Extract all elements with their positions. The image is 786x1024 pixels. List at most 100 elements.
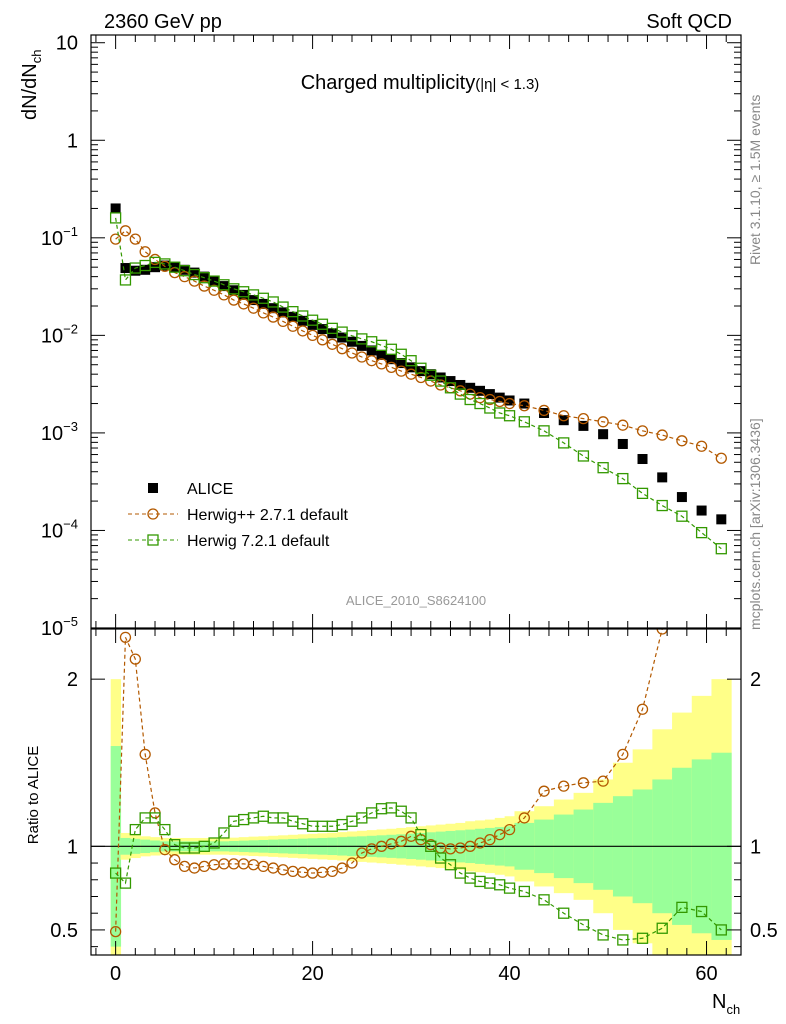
- x-axis-label-main: N: [712, 991, 726, 1013]
- y-tick-label: 10−3: [41, 419, 78, 445]
- herwig7-ratio-point: [676, 901, 688, 914]
- mcplots-label: mcplots.cern.ch [arXiv:1306.3436]: [747, 418, 763, 630]
- herwigpp-ratio-point: [139, 748, 151, 761]
- legend-marker-herwig7: [147, 534, 159, 546]
- y-tick-label: 10−5: [41, 614, 78, 640]
- lower-panel: 0 20 40 60 0.5 0.5 1 1 2 2 Ratio to ALICE Nch: [25, 628, 778, 1017]
- main-title-text: Charged multiplicity: [301, 72, 476, 94]
- herwig7-ratio-point: [715, 924, 727, 936]
- rivet-version-label: Rivet 3.1.10, ≥ 1.5M events: [747, 95, 763, 265]
- herwig7-ratio-point: [405, 812, 417, 824]
- herwigpp-point: [129, 233, 141, 245]
- alice-point: [366, 345, 377, 356]
- herwig7-point: [617, 472, 629, 485]
- alice-point: [228, 285, 239, 296]
- x-tick-label: 40: [498, 963, 520, 985]
- alice-point: [268, 303, 279, 314]
- herwig7-ratio-point: [208, 837, 220, 849]
- alice-point: [199, 271, 210, 282]
- upper-panel: 10 1 10−1 10−2 10−3 10−4 10−5 Charged multipli…: [19, 33, 742, 640]
- herwig7-ratio-point: [597, 929, 609, 941]
- herwigpp-ratio-point: [656, 629, 668, 635]
- x-tick-label: 60: [695, 963, 717, 985]
- herwig7-ratio-point: [129, 823, 141, 836]
- y-tick-label: 10−4: [41, 516, 78, 542]
- herwigpp-point: [695, 440, 708, 452]
- herwig7-ratio-point: [119, 877, 132, 889]
- herwigpp-line: [115, 230, 722, 459]
- alice-point: [475, 385, 486, 396]
- herwig7-ratio-point: [503, 882, 516, 894]
- herwig7-point: [109, 212, 122, 224]
- alice-point: [110, 203, 121, 214]
- alice-point: [657, 472, 668, 483]
- herwig7-point: [538, 425, 550, 437]
- lower-frame: [90, 628, 742, 956]
- herwigpp-ratio-point: [119, 631, 132, 644]
- herwigpp-point: [558, 410, 570, 422]
- alice-point: [637, 454, 648, 465]
- herwigpp-ratio-point: [577, 777, 590, 789]
- herwig7-point: [577, 450, 590, 462]
- herwigpp-point: [257, 307, 269, 319]
- herwig7-point: [405, 355, 417, 367]
- alice-point: [519, 398, 530, 409]
- herwig7-ratio-point: [287, 815, 299, 827]
- herwig7-ratio-point: [617, 934, 629, 946]
- herwig7-ratio-point: [656, 922, 668, 934]
- herwigpp-point: [656, 429, 668, 441]
- upper-frame: [90, 34, 742, 629]
- herwigpp-point: [287, 320, 299, 332]
- lower-axes: 0 20 40 60 0.5 0.5 1 1 2 2: [50, 629, 778, 985]
- herwig7-point: [656, 499, 668, 512]
- herwig7-point: [558, 437, 570, 449]
- herwigpp-point: [385, 361, 398, 373]
- herwigpp-point: [636, 425, 649, 437]
- herwig7-ratio-point: [636, 932, 649, 944]
- alice-point: [696, 505, 707, 516]
- herwigpp-point: [503, 397, 516, 410]
- herwig7-point: [444, 382, 457, 394]
- herwig7-point: [597, 462, 609, 474]
- herwig7-ratio-point: [538, 894, 550, 906]
- x-axis-label-sub: ch: [726, 1002, 740, 1017]
- herwig7-point: [434, 375, 447, 387]
- herwigpp-ratio-point: [326, 865, 338, 878]
- herwig7-ratio-point: [444, 859, 457, 871]
- herwig7-point: [715, 543, 727, 555]
- upper-plot-area: [109, 203, 727, 555]
- herwigpp-point: [119, 225, 132, 237]
- herwig7-ratio-point: [434, 852, 447, 864]
- herwigpp-point: [597, 416, 609, 428]
- herwigpp-point: [676, 435, 688, 447]
- alice-point: [598, 429, 609, 440]
- herwigpp-ratio-point: [636, 703, 649, 715]
- herwigpp-point: [306, 329, 319, 342]
- alice-point: [617, 438, 628, 449]
- alice-point: [238, 289, 249, 300]
- herwigpp-point: [336, 343, 348, 355]
- herwigpp-point: [356, 351, 368, 363]
- herwigpp-point: [267, 311, 279, 323]
- alice-point: [346, 336, 357, 347]
- watermark: ALICE_2010_S8624100: [346, 593, 486, 608]
- herwigpp-point: [326, 338, 338, 350]
- herwigpp-ratio-point: [129, 653, 141, 665]
- herwigpp-point: [715, 452, 727, 464]
- herwigpp-point: [277, 315, 289, 328]
- alice-point: [415, 366, 426, 377]
- herwigpp-ratio-point: [597, 775, 609, 787]
- herwigpp-point: [518, 400, 530, 412]
- herwig7-ratio-point: [395, 805, 407, 817]
- alice-point: [209, 276, 220, 287]
- legend-marker-alice: [148, 483, 158, 493]
- alice-point: [356, 340, 367, 351]
- alice-point: [189, 267, 200, 278]
- y-tick-label: 1: [67, 130, 78, 152]
- herwig7-ratio-point: [464, 872, 476, 884]
- alice-point: [376, 349, 387, 360]
- herwigpp-ratio-point: [474, 837, 486, 849]
- herwigpp-ratio-point: [494, 828, 506, 841]
- main-title-suffix: (|η| < 1.3): [475, 76, 539, 93]
